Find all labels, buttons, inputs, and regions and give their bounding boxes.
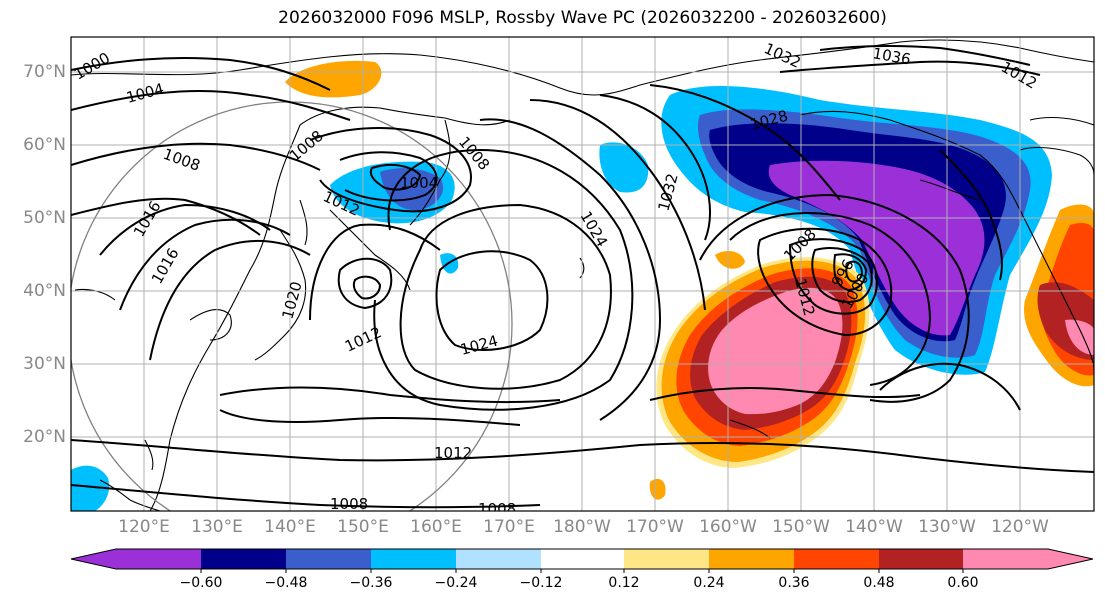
lon-label: 180°W bbox=[553, 517, 611, 537]
colorbar-tick-label: 0.36 bbox=[778, 575, 810, 591]
negative-anomaly-southwest bbox=[71, 465, 110, 511]
colorbar-tick-label: −0.24 bbox=[434, 575, 478, 591]
colorbar-max-extend bbox=[1048, 549, 1093, 569]
lon-label: 130°E bbox=[191, 517, 243, 537]
positive-anomaly-west-coast bbox=[1024, 204, 1094, 387]
colorbar-bin bbox=[794, 549, 879, 569]
colorbar bbox=[70, 548, 1094, 573]
colorbar-tick-label: −0.60 bbox=[179, 575, 223, 591]
lon-label: 160°E bbox=[410, 517, 462, 537]
colorbar-tick-label: 0.24 bbox=[693, 575, 725, 591]
negative-anomaly-small-1 bbox=[599, 142, 649, 193]
colorbar-bin bbox=[456, 549, 541, 569]
colorbar-bin bbox=[201, 549, 286, 569]
map-frame bbox=[70, 36, 1095, 512]
colorbar-bin bbox=[371, 549, 456, 569]
lon-label: 120°E bbox=[118, 517, 170, 537]
colorbar-tick-label: −0.12 bbox=[519, 575, 563, 591]
lon-label: 120°W bbox=[991, 517, 1049, 537]
colorbar-bin bbox=[709, 549, 794, 569]
positive-anomaly-small-1 bbox=[715, 250, 745, 269]
map-title: 2026032000 F096 MSLP, Rossby Wave PC (20… bbox=[278, 8, 887, 28]
colorbar-tick-label: 0.12 bbox=[608, 575, 640, 591]
colorbar-bin bbox=[541, 549, 624, 569]
lat-label: 20°N bbox=[23, 427, 66, 447]
colorbar-tick-label: −0.36 bbox=[349, 575, 393, 591]
colorbar-bin bbox=[624, 549, 709, 569]
positive-anomaly-arctic bbox=[285, 60, 382, 98]
lat-label: 70°N bbox=[23, 62, 66, 82]
colorbar-bin bbox=[963, 549, 1048, 569]
isobar-label: 1008 bbox=[330, 495, 368, 513]
colorbar-tick-label: −0.48 bbox=[264, 575, 308, 591]
lon-label: 150°E bbox=[337, 517, 389, 537]
lon-label: 160°W bbox=[699, 517, 757, 537]
colorbar-outline bbox=[70, 548, 1094, 570]
colorbar-tick-label: 0.48 bbox=[863, 575, 895, 591]
lat-label: 40°N bbox=[23, 281, 66, 301]
colorbar-bin bbox=[879, 549, 963, 569]
isobar-label: 1008 bbox=[478, 500, 516, 518]
isobar-label: 1012 bbox=[434, 444, 472, 462]
lat-label: 30°N bbox=[23, 354, 66, 374]
lat-label: 50°N bbox=[23, 208, 66, 228]
lon-label: 150°W bbox=[772, 517, 830, 537]
colorbar-min-extend bbox=[71, 549, 116, 569]
colorbar-bin bbox=[286, 549, 371, 569]
lon-label: 170°E bbox=[483, 517, 535, 537]
colorbar-bin bbox=[116, 549, 201, 569]
mslp-isobars bbox=[71, 44, 1094, 509]
graticule bbox=[71, 37, 1094, 511]
colorbar-tick-label: 0.60 bbox=[947, 575, 979, 591]
isobar-label: 1004 bbox=[400, 174, 438, 192]
lon-label: 170°W bbox=[626, 517, 684, 537]
lat-label: 60°N bbox=[23, 135, 66, 155]
lon-label: 140°W bbox=[845, 517, 903, 537]
lon-label: 140°E bbox=[264, 517, 316, 537]
lon-label: 130°W bbox=[918, 517, 976, 537]
negative-anomaly-north-pacific bbox=[661, 85, 1052, 375]
positive-anomaly-small-2 bbox=[649, 478, 666, 500]
